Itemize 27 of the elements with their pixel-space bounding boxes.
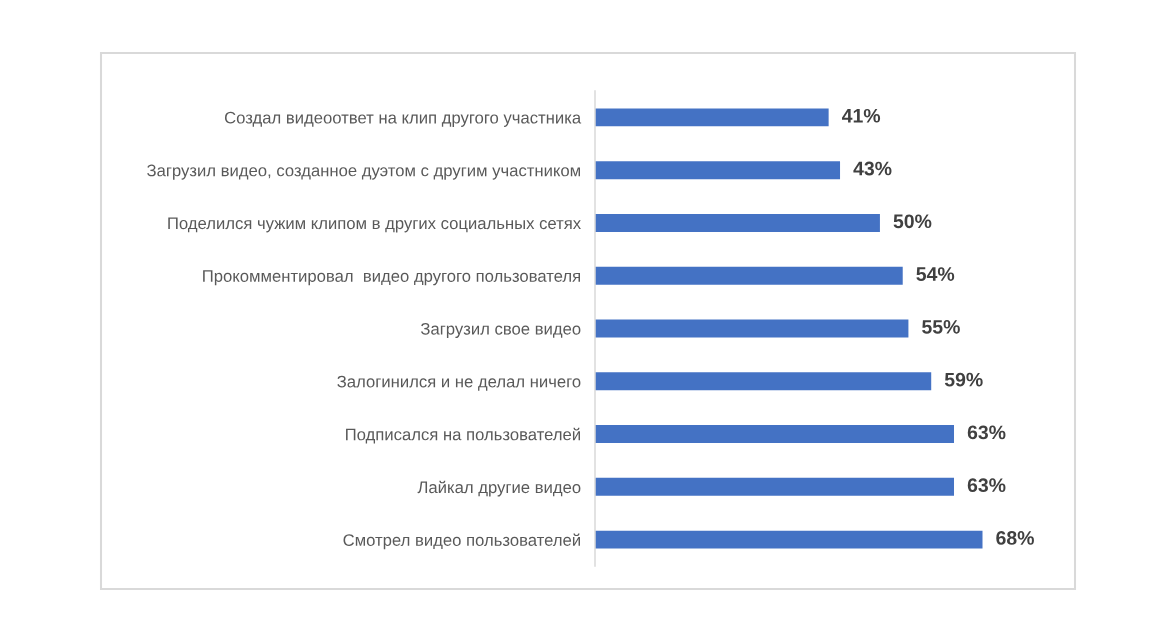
y-tick-label: Поделился чужим клипом в других социальных сетях bbox=[168, 217, 581, 233]
y-tick-label: Подписался на пользователей bbox=[346, 427, 580, 444]
data-label: 55% bbox=[922, 320, 960, 334]
bar bbox=[595, 266, 903, 285]
y-tick-label: Смотрел видео пользователей bbox=[343, 533, 580, 550]
y-tick-label: Залогинился и не делал ничего bbox=[337, 375, 581, 391]
bar bbox=[595, 319, 909, 338]
bar bbox=[595, 477, 955, 496]
data-label: 68% bbox=[996, 531, 1034, 545]
y-tick-label: Лайкал другие видео bbox=[417, 480, 581, 497]
y-tick-label: Загрузил видео, созданное дуэтом с другим участником bbox=[147, 164, 580, 180]
bar bbox=[595, 372, 932, 391]
y-tick-label: Загрузил свое видео bbox=[420, 322, 581, 338]
data-label: 63% bbox=[967, 425, 1006, 440]
data-label: 54% bbox=[916, 267, 955, 281]
y-tick-label: Прокомментировал видео другого пользователя bbox=[203, 270, 580, 286]
y-tick-label: Создал видеоответ на клип другого участника bbox=[224, 111, 582, 127]
data-label: 50% bbox=[893, 214, 932, 229]
bar bbox=[595, 213, 880, 232]
bar bbox=[595, 161, 841, 180]
bar bbox=[595, 108, 829, 127]
bar bbox=[595, 530, 983, 549]
data-label: 43% bbox=[853, 161, 892, 176]
bar bbox=[595, 425, 955, 444]
data-label: 63% bbox=[967, 478, 1006, 493]
data-label: 59% bbox=[944, 372, 983, 387]
data-label: 41% bbox=[841, 108, 881, 123]
